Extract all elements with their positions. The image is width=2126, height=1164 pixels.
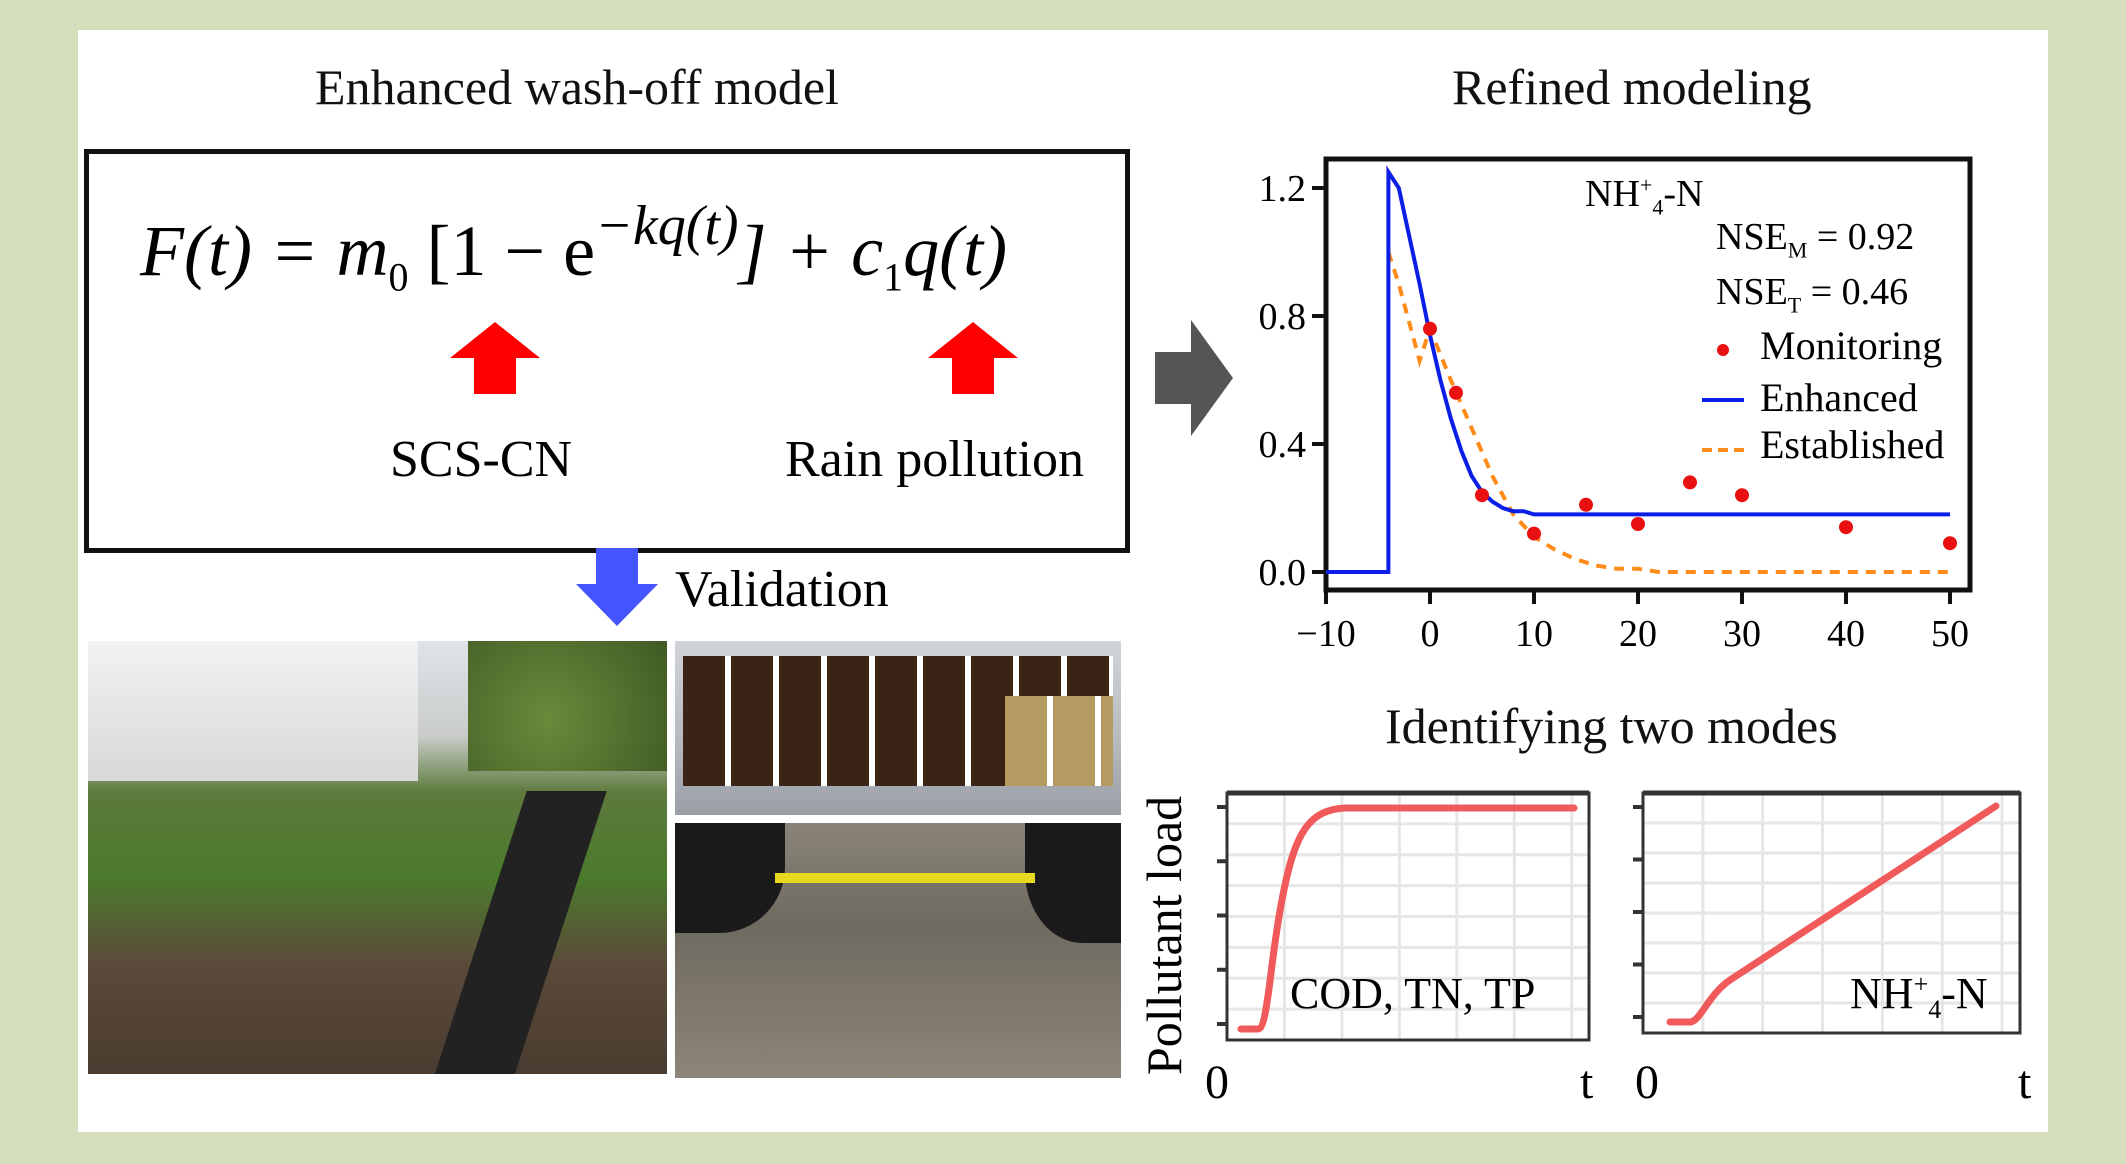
legend-monitoring-marker bbox=[1717, 344, 1729, 356]
monitoring-point bbox=[1475, 488, 1489, 503]
y-tick-label: 0.4 bbox=[1259, 424, 1307, 466]
up-arrow-icon bbox=[928, 322, 1018, 394]
plot-frame bbox=[1323, 156, 1973, 593]
mode1-label: COD, TN, TP bbox=[1290, 969, 1536, 1018]
nse-m-text: NSE bbox=[1716, 216, 1788, 258]
mode1-x0: 0 bbox=[1205, 1056, 1229, 1109]
established-series-line bbox=[1386, 251, 1950, 574]
y-tick-label: 0.0 bbox=[1259, 552, 1307, 594]
mode2-curve bbox=[1666, 802, 2000, 1026]
mode2-x0: 0 bbox=[1635, 1056, 1659, 1109]
species-tail: -N bbox=[1663, 173, 1704, 215]
monitoring-point bbox=[1631, 517, 1645, 531]
legend-enhanced: Enhanced bbox=[1760, 375, 1918, 420]
enhanced-series-line bbox=[1326, 165, 1950, 574]
formula-sub1: 1 bbox=[883, 254, 904, 300]
species-sup: + bbox=[1639, 172, 1653, 198]
y-tick-label: 1.2 bbox=[1259, 168, 1307, 210]
formula-exponent: −kq(t) bbox=[595, 195, 739, 257]
washoff-formula: F(t) = m0 [1 − e−kq(t)] + c1q(t) bbox=[140, 195, 1008, 300]
formula-mid: [1 − e bbox=[408, 211, 596, 291]
monitoring-point bbox=[1527, 526, 1541, 541]
mode2-tail: -N bbox=[1941, 969, 1988, 1018]
rain-pollution-label: Rain pollution bbox=[785, 431, 1084, 488]
nse-t-label: NSET = 0.46 bbox=[1716, 270, 1908, 319]
y-tick-label: 0.8 bbox=[1259, 296, 1307, 338]
legend-established: Established bbox=[1760, 422, 1945, 467]
nse-m-value: = 0.92 bbox=[1816, 216, 1915, 258]
formula-sub0: 0 bbox=[388, 254, 409, 300]
x-tick-label: 10 bbox=[1515, 613, 1553, 655]
x-tick-label: 40 bbox=[1827, 613, 1865, 655]
mode1-xt: t bbox=[1580, 1056, 1594, 1109]
nse-m-label: NSEM = 0.92 bbox=[1716, 215, 1914, 264]
x-tick-label: 20 bbox=[1619, 613, 1657, 655]
x-tick-label: 50 bbox=[1931, 613, 1969, 655]
modes-title: Identifying two modes bbox=[1385, 698, 1838, 754]
mode2-base: NH bbox=[1850, 969, 1914, 1018]
monitoring-point bbox=[1579, 497, 1593, 512]
legend-monitoring: Monitoring bbox=[1760, 323, 1943, 368]
x-tick-label: 0 bbox=[1421, 613, 1440, 655]
species-sub: 4 bbox=[1652, 194, 1664, 220]
formula-lhs: F(t) = m bbox=[140, 211, 389, 291]
formula-rest: ] + c bbox=[738, 211, 884, 291]
left-title: Enhanced wash-off model bbox=[315, 59, 839, 115]
monitoring-point bbox=[1839, 520, 1853, 535]
nse-m-sub: M bbox=[1787, 237, 1808, 263]
monitoring-point bbox=[1423, 321, 1437, 336]
mode1-curve bbox=[1237, 804, 1578, 1033]
right-arrow-icon bbox=[1155, 320, 1233, 436]
right-title: Refined modeling bbox=[1452, 59, 1812, 115]
up-arrow-icon bbox=[450, 322, 540, 394]
monitoring-point bbox=[1683, 475, 1697, 490]
runoff-channel-photo bbox=[675, 823, 1121, 1078]
validation-label: Validation bbox=[675, 561, 889, 618]
mode2-sup: + bbox=[1913, 969, 1929, 999]
monitoring-point bbox=[1449, 385, 1463, 400]
nse-t-sub: T bbox=[1787, 292, 1802, 318]
down-arrow-icon bbox=[576, 548, 658, 626]
nse-t-value: = 0.46 bbox=[1810, 271, 1909, 313]
nse-t-text: NSE bbox=[1716, 271, 1788, 313]
formula-end: q(t) bbox=[903, 211, 1008, 291]
species-base: NH bbox=[1585, 173, 1640, 215]
monitoring-point bbox=[1735, 488, 1749, 503]
mode2-label: NH+4-N bbox=[1850, 968, 1988, 1025]
monitoring-point bbox=[1943, 536, 1957, 551]
x-tick-label: −10 bbox=[1296, 613, 1355, 655]
scs-cn-label: SCS-CN bbox=[390, 431, 573, 488]
x-tick-label: 30 bbox=[1723, 613, 1761, 655]
water-samples-photo bbox=[675, 641, 1121, 815]
chart-species-label: NH+4-N bbox=[1585, 172, 1703, 221]
mode2-xt: t bbox=[2018, 1056, 2032, 1109]
mode2-sub: 4 bbox=[1928, 994, 1942, 1024]
field-site-photo bbox=[88, 641, 667, 1074]
